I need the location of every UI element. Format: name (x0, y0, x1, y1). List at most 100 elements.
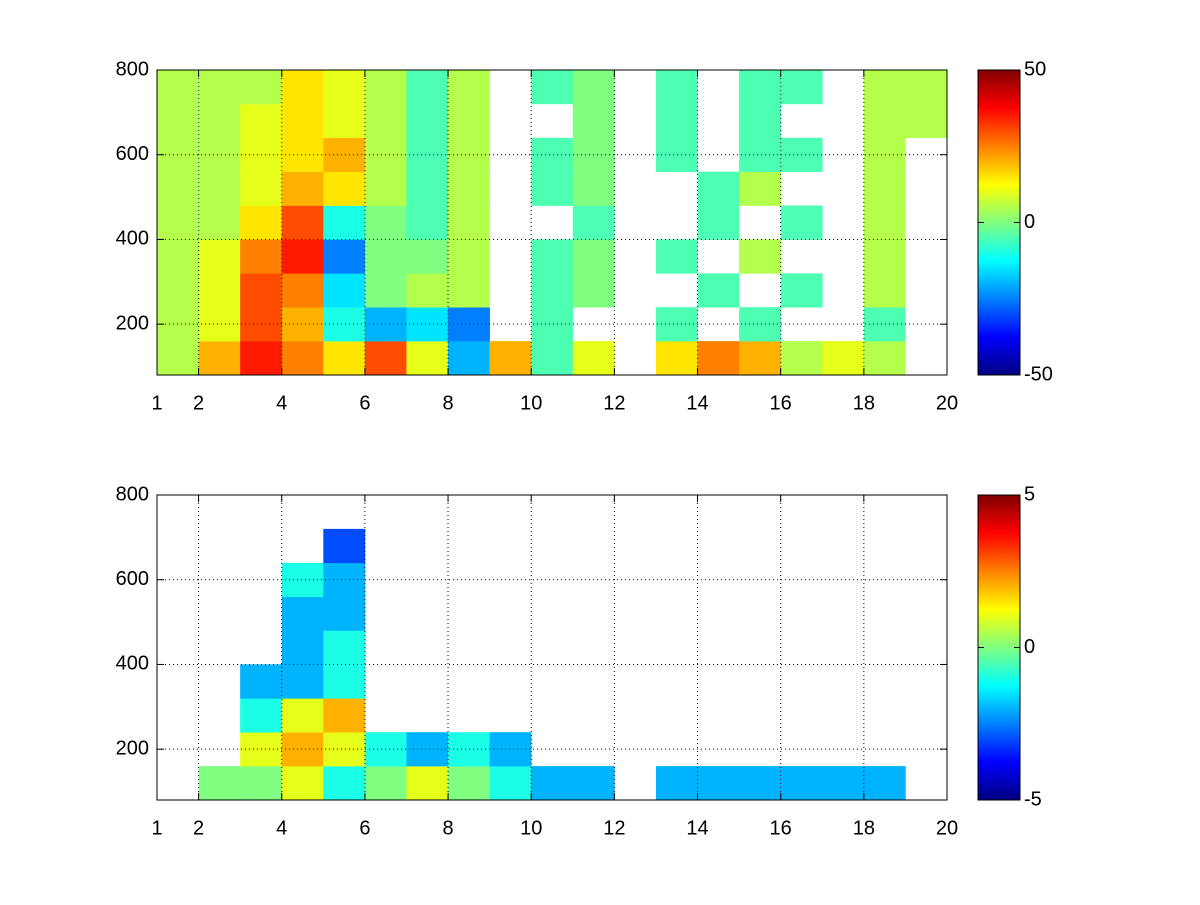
heatmap-cell (739, 103, 781, 139)
x-tick-label: 16 (770, 817, 792, 839)
heatmap-cell (281, 698, 324, 733)
y-tick-label: 800 (116, 58, 149, 80)
x-tick-label: 4 (276, 817, 287, 839)
heatmap-cell (531, 766, 574, 801)
heatmap-cell (531, 273, 574, 308)
heatmap-cell (364, 239, 407, 274)
heatmap-cell (655, 103, 698, 139)
heatmap-cell (157, 273, 199, 308)
x-tick-label: 16 (770, 392, 792, 414)
heatmap-cell (323, 273, 366, 308)
heatmap-cell (572, 70, 615, 105)
heatmap-cell (281, 664, 324, 699)
heatmap-cell (406, 273, 449, 308)
heatmap-cell (364, 103, 407, 139)
heatmap-cell (406, 766, 449, 801)
heatmap-cell (863, 171, 906, 206)
heatmap-cell (448, 341, 490, 376)
heatmap-cell (240, 664, 283, 699)
heatmap-cell (323, 698, 366, 733)
heatmap-cell (448, 307, 490, 342)
heatmap-cell (655, 70, 698, 105)
heatmap-cell (863, 239, 906, 274)
heatmap-cell (281, 562, 324, 597)
heatmap-cell (406, 70, 449, 105)
heatmap-cell (198, 70, 241, 105)
heatmap-cell (448, 171, 490, 206)
heatmap-cell (697, 341, 740, 376)
heatmap-cell (780, 70, 823, 105)
heatmap-cell (739, 341, 781, 376)
heatmap-cell (240, 698, 283, 733)
heatmap-cell (780, 205, 823, 240)
heatmap-cell (240, 273, 283, 308)
heatmap-cell (572, 171, 615, 206)
heatmap-cell (697, 205, 740, 240)
heatmap-cell (281, 341, 324, 376)
heatmap-cell (323, 732, 366, 767)
heatmap-cell (822, 766, 865, 801)
heatmap-cell (323, 307, 366, 342)
heatmap-cell (198, 103, 241, 139)
heatmap-cell (198, 137, 241, 172)
heatmap-cell (281, 205, 324, 240)
heatmap-cell (655, 137, 698, 172)
heatmap-cell (572, 273, 615, 308)
heatmap-cell (323, 766, 366, 801)
heatmap-cell (448, 103, 490, 139)
heatmap-cell (323, 630, 366, 665)
heatmap-cell (281, 273, 324, 308)
heatmap-cell (323, 70, 366, 105)
heatmap-cell (489, 341, 532, 376)
heatmap-cell (198, 307, 241, 342)
heatmap-cell (697, 766, 740, 801)
x-tick-label: 2 (193, 392, 204, 414)
heatmap-cell (448, 766, 490, 801)
y-tick-label: 800 (116, 483, 149, 505)
colorbar (977, 494, 1021, 801)
y-tick-label: 600 (116, 143, 149, 165)
heatmap-cell (157, 171, 199, 206)
plot-frame (156, 69, 948, 376)
heatmap-cell (822, 341, 865, 376)
heatmap-cell (240, 239, 283, 274)
heatmap-cell (364, 205, 407, 240)
x-tick-label: 20 (936, 392, 958, 414)
heatmap-cell (489, 732, 532, 767)
heatmap-cell (863, 70, 906, 105)
heatmap-cell (655, 307, 698, 342)
heatmap-cell (240, 205, 283, 240)
heatmap-cell (863, 766, 906, 801)
heatmap-cell (531, 171, 574, 206)
heatmap-cell (240, 70, 283, 105)
x-tick-label: 12 (603, 392, 625, 414)
heatmap-cell (323, 103, 366, 139)
heatmap-cell (281, 766, 324, 801)
colorbar (977, 69, 1021, 376)
x-tick-label: 10 (520, 817, 542, 839)
y-tick-label: 400 (116, 228, 149, 250)
x-tick-label: 10 (520, 392, 542, 414)
heatmap-cell (863, 103, 906, 139)
x-tick-label: 14 (686, 817, 708, 839)
heatmap-cell (406, 171, 449, 206)
x-tick-label: 4 (276, 392, 287, 414)
x-tick-label: 6 (359, 392, 370, 414)
colorbar-label: 50 (1024, 58, 1046, 80)
x-tick-label: 1 (151, 817, 162, 839)
heatmap-cell (198, 766, 241, 801)
y-tick-label: 600 (116, 568, 149, 590)
heatmap-cell (448, 732, 490, 767)
heatmap-cell (198, 239, 241, 274)
heatmap-cell (281, 137, 324, 172)
heatmap-cell (697, 171, 740, 206)
heatmap-cell (157, 341, 199, 376)
heatmap-cell (448, 137, 490, 172)
x-tick-label: 12 (603, 817, 625, 839)
heatmap-cell (531, 307, 574, 342)
x-tick-label: 8 (442, 817, 453, 839)
heatmap-cell (157, 103, 199, 139)
heatmap-cell (281, 239, 324, 274)
colorbar-label: -5 (1024, 788, 1042, 810)
